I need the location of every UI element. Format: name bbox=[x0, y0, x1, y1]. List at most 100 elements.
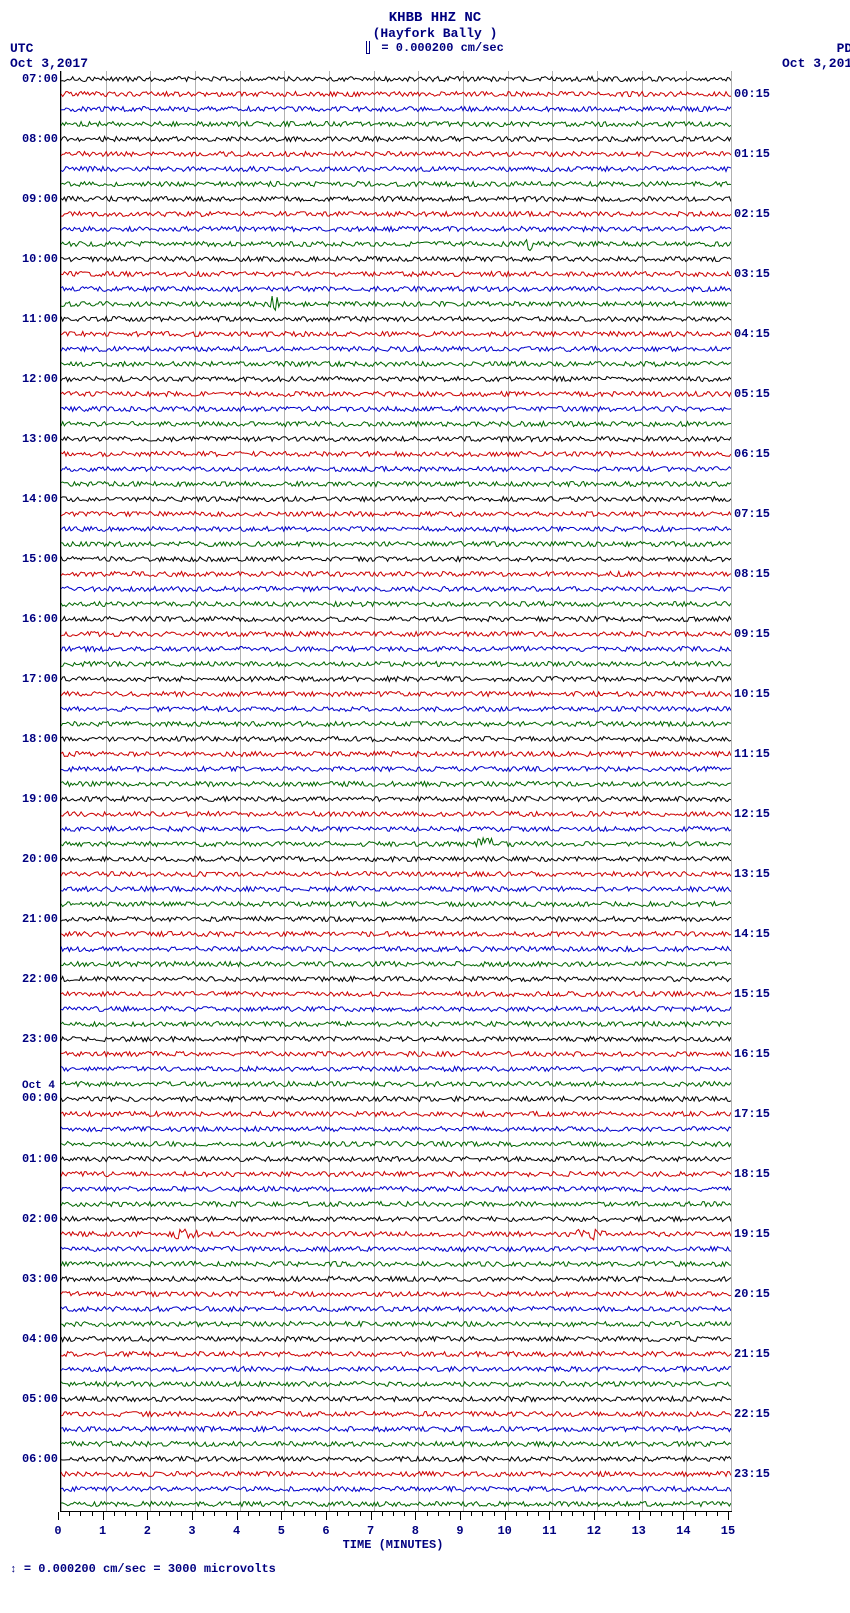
trace-line bbox=[61, 244, 731, 274]
time-label: 01:00 bbox=[22, 1153, 58, 1165]
xtick-mark bbox=[415, 1512, 416, 1520]
time-label: 15:00 bbox=[22, 553, 58, 565]
grid-line bbox=[418, 71, 419, 1511]
xtick-minor bbox=[438, 1512, 439, 1516]
time-label: 02:00 bbox=[22, 1213, 58, 1225]
time-label: 20:00 bbox=[22, 853, 58, 865]
xtick-minor bbox=[572, 1512, 573, 1516]
xtick-mark bbox=[728, 1512, 729, 1520]
time-label: 18:00 bbox=[22, 733, 58, 745]
xtick-minor bbox=[304, 1512, 305, 1516]
xtick-minor bbox=[471, 1512, 472, 1516]
xtick-label: 1 bbox=[99, 1524, 106, 1538]
trace-line bbox=[61, 904, 731, 934]
time-label: 20:15 bbox=[734, 1288, 770, 1300]
xtick-minor bbox=[427, 1512, 428, 1516]
grid-line bbox=[686, 71, 687, 1511]
seismogram-plot bbox=[60, 71, 732, 1512]
trace-line bbox=[61, 124, 731, 154]
time-label: 03:15 bbox=[734, 268, 770, 280]
scale-bar-icon bbox=[366, 41, 370, 54]
xtick-minor bbox=[170, 1512, 171, 1516]
xtick-label: 10 bbox=[497, 1524, 511, 1538]
xtick-mark bbox=[147, 1512, 148, 1520]
trace-line bbox=[61, 214, 731, 244]
trace-line bbox=[61, 199, 731, 229]
time-label: 22:15 bbox=[734, 1408, 770, 1420]
trace-line bbox=[61, 1429, 731, 1459]
xtick-label: 9 bbox=[456, 1524, 463, 1538]
grid-line bbox=[329, 71, 330, 1511]
trace-line bbox=[61, 1129, 731, 1159]
trace-line bbox=[61, 754, 731, 784]
y-axis-left: 07:0008:0009:0010:0011:0012:0013:0014:00… bbox=[10, 71, 60, 1511]
trace-line bbox=[61, 349, 731, 379]
xtick-minor bbox=[293, 1512, 294, 1516]
xtick-mark bbox=[639, 1512, 640, 1520]
trace-line bbox=[61, 1249, 731, 1279]
trace-line bbox=[61, 319, 731, 349]
xtick-minor bbox=[672, 1512, 673, 1516]
grid-line bbox=[642, 71, 643, 1511]
xtick-minor bbox=[527, 1512, 528, 1516]
xtick-label: 4 bbox=[233, 1524, 240, 1538]
grid-line bbox=[597, 71, 598, 1511]
grid-line bbox=[508, 71, 509, 1511]
trace-line bbox=[61, 559, 731, 589]
trace-line bbox=[61, 1039, 731, 1069]
xtick-minor bbox=[136, 1512, 137, 1516]
time-label: 16:00 bbox=[22, 613, 58, 625]
time-label: 23:15 bbox=[734, 1468, 770, 1480]
trace-line bbox=[61, 1264, 731, 1294]
xtick-minor bbox=[181, 1512, 182, 1516]
time-label: 14:00 bbox=[22, 493, 58, 505]
time-label: 04:15 bbox=[734, 328, 770, 340]
trace-line bbox=[61, 1384, 731, 1414]
time-label: 12:00 bbox=[22, 373, 58, 385]
trace-line bbox=[61, 919, 731, 949]
x-axis-title: TIME (MINUTES) bbox=[343, 1538, 444, 1552]
xtick-label: 12 bbox=[587, 1524, 601, 1538]
trace-line bbox=[61, 1324, 731, 1354]
trace-line bbox=[61, 634, 731, 664]
trace-line bbox=[61, 1159, 731, 1189]
xtick-minor bbox=[382, 1512, 383, 1516]
trace-line bbox=[61, 409, 731, 439]
trace-line bbox=[61, 694, 731, 724]
grid-line bbox=[284, 71, 285, 1511]
xtick-minor bbox=[695, 1512, 696, 1516]
xtick-label: 8 bbox=[412, 1524, 419, 1538]
xtick-label: 6 bbox=[322, 1524, 329, 1538]
trace-line bbox=[61, 334, 731, 364]
xtick-minor bbox=[717, 1512, 718, 1516]
trace-line bbox=[61, 619, 731, 649]
x-axis: TIME (MINUTES) 0123456789101112131415 bbox=[58, 1512, 728, 1552]
time-label: 06:00 bbox=[22, 1453, 58, 1465]
trace-line bbox=[61, 1114, 731, 1144]
trace-line bbox=[61, 1474, 731, 1504]
trace-line bbox=[61, 1084, 731, 1114]
xtick-minor bbox=[259, 1512, 260, 1516]
left-tz-label: UTC bbox=[10, 41, 88, 56]
xtick-minor bbox=[348, 1512, 349, 1516]
xtick-label: 5 bbox=[278, 1524, 285, 1538]
xtick-minor bbox=[404, 1512, 405, 1516]
trace-line bbox=[61, 934, 731, 964]
xtick-minor bbox=[583, 1512, 584, 1516]
trace-line bbox=[61, 364, 731, 394]
time-label: 16:15 bbox=[734, 1048, 770, 1060]
time-label: 03:00 bbox=[22, 1273, 58, 1285]
xtick-minor bbox=[159, 1512, 160, 1516]
trace-line bbox=[61, 1144, 731, 1174]
grid-line bbox=[195, 71, 196, 1511]
time-label: 00:15 bbox=[734, 88, 770, 100]
trace-line bbox=[61, 259, 731, 289]
time-label: 09:00 bbox=[22, 193, 58, 205]
trace-line bbox=[61, 799, 731, 829]
time-label: 14:15 bbox=[734, 928, 770, 940]
xtick-minor bbox=[482, 1512, 483, 1516]
xtick-minor bbox=[393, 1512, 394, 1516]
grid-line bbox=[463, 71, 464, 1511]
trace-line bbox=[61, 1444, 731, 1474]
xtick-minor bbox=[69, 1512, 70, 1516]
